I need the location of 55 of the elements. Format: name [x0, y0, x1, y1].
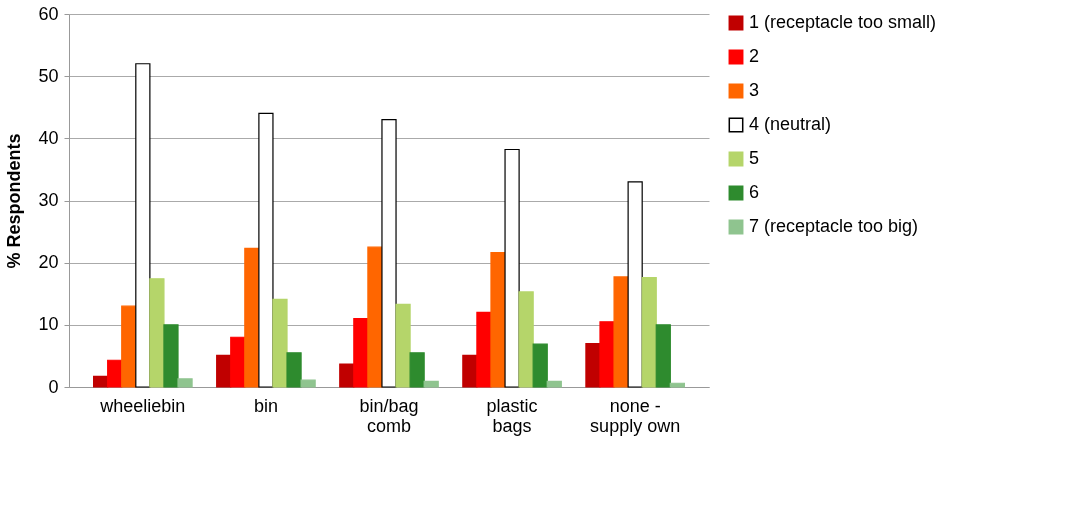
bar — [655, 324, 671, 388]
y-tick-label: 10 — [38, 314, 59, 335]
bar — [177, 378, 193, 388]
bar — [244, 247, 260, 388]
legend-label: 6 — [749, 182, 760, 202]
y-tick-label: 50 — [38, 65, 59, 86]
bar — [353, 318, 369, 388]
x-tick-label: bin — [253, 395, 278, 416]
bar — [423, 380, 439, 388]
bar — [669, 382, 685, 388]
bar — [381, 119, 397, 388]
x-tick-label: plastic bags — [486, 395, 538, 436]
bar — [599, 321, 615, 388]
bar — [409, 352, 425, 388]
bar — [613, 276, 629, 388]
x-tick-label: wheeliebin — [99, 395, 186, 416]
bar — [230, 336, 246, 388]
x-tick-label: none - supply own — [590, 395, 681, 436]
bar — [272, 298, 288, 388]
bar — [504, 148, 520, 388]
legend-label: 3 — [749, 80, 760, 100]
y-tick-label: 0 — [48, 376, 59, 397]
y-tick-label: 30 — [38, 190, 59, 210]
bar — [258, 112, 274, 388]
bar — [339, 363, 355, 388]
y-axis-title: % Respondents — [4, 133, 25, 269]
bar — [641, 276, 657, 388]
bar — [490, 252, 506, 388]
legend-label: 1 (receptacle too small) — [749, 12, 937, 32]
bar — [532, 343, 548, 388]
legend-label: 7 (receptacle too big) — [749, 216, 919, 236]
x-tick-label: bin/bag comb — [359, 395, 419, 436]
y-tick-label: 60 — [38, 3, 59, 24]
bar — [367, 246, 383, 388]
bar — [395, 303, 411, 388]
bar — [121, 305, 137, 388]
bar — [476, 311, 492, 388]
bar — [518, 291, 534, 388]
legend-label: 4 (neutral) — [749, 114, 832, 134]
bar — [93, 375, 109, 388]
bar — [462, 354, 478, 388]
bar — [163, 324, 179, 388]
bar — [286, 352, 302, 388]
bar — [107, 359, 123, 388]
y-tick-label: 20 — [38, 252, 59, 273]
bar — [149, 278, 165, 388]
bar — [135, 63, 151, 388]
bar — [300, 379, 316, 388]
bar — [585, 342, 601, 388]
legend-label: 2 — [749, 46, 760, 66]
y-tick-label: 40 — [38, 127, 59, 148]
bar — [216, 354, 232, 388]
bar — [546, 380, 562, 388]
bar — [627, 181, 643, 388]
legend-label: 5 — [749, 148, 760, 168]
